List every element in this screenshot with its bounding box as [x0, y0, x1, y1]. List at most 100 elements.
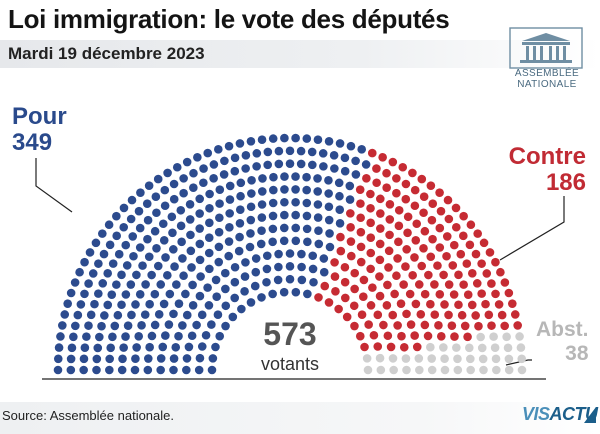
seat-dot-pour [324, 215, 334, 225]
pour-value: 349 [12, 129, 53, 156]
seat-dot-pour [185, 200, 195, 209]
seat-dot-pour [199, 178, 208, 188]
seat-dot-pour [302, 185, 311, 195]
seat-dot-contre [362, 174, 371, 183]
seat-dot-pour [121, 290, 131, 299]
seat-dot-pour [324, 176, 333, 185]
seat-dot-pour [247, 176, 256, 185]
seat-dot-pour [257, 226, 266, 236]
seat-dot-pour [179, 271, 188, 281]
seat-dot-pour [245, 242, 255, 252]
seat-dot-pour [177, 237, 186, 247]
seat-dot-contre [436, 206, 446, 216]
seat-dot-contre [477, 259, 486, 268]
seat-dot-pour [195, 224, 204, 233]
seat-dot-contre [468, 269, 477, 278]
seat-dot-pour [188, 300, 198, 310]
seat-dot-contre [372, 164, 381, 173]
seat-dot-pour [138, 261, 147, 270]
seat-dot-contre [379, 320, 388, 330]
seat-dot-pour [302, 134, 312, 143]
seat-dot-pour [246, 215, 256, 225]
seat-dot-abst [478, 354, 488, 364]
seat-dot-contre [375, 255, 385, 265]
seat-dot-pour [285, 146, 295, 156]
seat-dot-pour [71, 321, 80, 331]
seat-dot-pour [257, 135, 267, 144]
seat-dot-pour [273, 275, 283, 285]
seat-dot-contre [439, 270, 448, 280]
seat-dot-pour [85, 248, 95, 257]
seat-dot-contre [500, 278, 510, 287]
seat-dot-pour [196, 272, 205, 281]
seat-dot-pour [257, 293, 266, 302]
abst-label: Abst. 38 [536, 318, 589, 366]
seat-dot-pour [184, 342, 194, 352]
seat-dot-contre [435, 223, 445, 233]
seat-dot-pour [302, 172, 311, 182]
seat-dot-contre [508, 299, 517, 308]
seat-dot-contre [359, 292, 368, 302]
seat-dot-pour [182, 365, 191, 375]
seat-dot-pour [279, 236, 289, 246]
seat-dot-pour [143, 365, 153, 375]
seat-dot-abst [401, 354, 411, 363]
seat-dot-pour [132, 270, 141, 280]
seat-dot-pour [329, 151, 339, 160]
seat-dot-pour [334, 178, 344, 188]
seat-dot-pour [186, 230, 195, 240]
seat-dot-abst [504, 354, 514, 364]
seat-dot-pour [313, 174, 322, 183]
seat-dot-contre [410, 331, 419, 340]
seat-dot-pour [205, 203, 214, 213]
seat-dot-pour [205, 218, 214, 228]
seat-dot-pour [246, 298, 256, 307]
seat-dot-abst [492, 365, 501, 375]
seat-dot-pour [207, 320, 216, 329]
seat-dot-contre [382, 168, 391, 178]
seat-dot-pour [145, 299, 154, 309]
seat-dot-pour [297, 249, 306, 259]
seat-dot-pour [80, 289, 89, 299]
seat-dot-contre [459, 211, 468, 221]
seat-dot-pour [274, 262, 283, 272]
seat-dot-pour [194, 365, 204, 375]
seat-dot-pour [246, 229, 255, 238]
seat-dot-pour [182, 354, 192, 363]
seat-dot-pour [235, 232, 244, 242]
seat-dot-pour [236, 191, 245, 201]
seat-dot-contre [410, 253, 419, 262]
source-note: Source: Assemblée nationale. [2, 408, 174, 423]
seat-dot-pour [80, 257, 89, 267]
seat-dot-pour [228, 312, 238, 322]
seat-dot-pour [215, 331, 225, 341]
seat-dot-pour [195, 291, 205, 301]
seat-dot-pour [319, 267, 329, 277]
seat-dot-pour [153, 261, 163, 271]
seat-dot-contre [373, 310, 383, 320]
seat-dot-pour [241, 258, 250, 267]
seat-dot-pour [279, 287, 289, 297]
seat-dot-pour [135, 243, 145, 252]
logo-text: ASSEMBLÉE NATIONALE [500, 68, 594, 90]
pour-leader-line [35, 158, 73, 213]
seat-dot-pour [112, 231, 121, 241]
seat-dot-contre [447, 321, 457, 330]
seat-dot-pour [250, 281, 260, 291]
seat-dot-contre [436, 332, 446, 341]
seat-dot-contre [349, 301, 359, 311]
seat-dot-pour [195, 194, 204, 204]
seat-dot-contre [368, 283, 377, 292]
seat-dot-contre [401, 179, 411, 189]
seat-dot-contre [479, 238, 489, 248]
seat-dot-contre [399, 342, 409, 352]
seat-dot-abst [503, 343, 513, 353]
seat-dot-contre [384, 263, 393, 272]
seat-dot-pour [99, 249, 109, 259]
seat-dot-pour [82, 332, 91, 341]
seat-dot-pour [274, 159, 284, 169]
seat-dot-pour [314, 226, 323, 236]
seat-dot-abst [476, 332, 485, 342]
seat-dot-pour [113, 310, 123, 320]
seat-dot-contre [494, 300, 504, 309]
